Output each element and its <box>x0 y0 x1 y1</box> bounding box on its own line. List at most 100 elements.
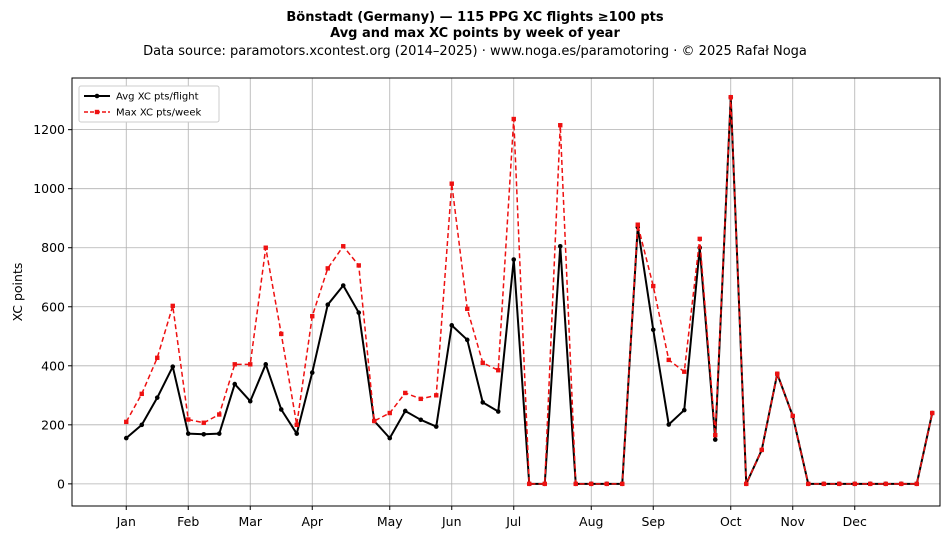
x-tick-label: Jul <box>505 514 521 529</box>
data-point-max <box>914 481 919 487</box>
grid <box>72 78 940 506</box>
legend: Avg XC pts/flight Max XC pts/week <box>78 85 220 123</box>
data-point-max <box>418 396 423 402</box>
x-tick-label: Oct <box>720 514 742 529</box>
x-tick-label: Aug <box>579 514 603 529</box>
legend-marker-avg <box>94 93 100 99</box>
data-point-max <box>713 432 718 438</box>
data-point-max <box>372 418 377 424</box>
data-point-avg <box>712 437 718 442</box>
data-point-max <box>744 481 749 487</box>
data-point-max <box>449 181 454 186</box>
y-tick-label: 400 <box>41 358 65 373</box>
data-point-max <box>186 417 191 422</box>
x-axis: Jan Feb Mar Apr May Jun Jul Aug Sep Oct Nov Dec <box>116 506 867 529</box>
data-point-avg <box>232 381 238 387</box>
data-point-max <box>604 481 609 487</box>
data-point-max <box>527 481 532 487</box>
data-point-max <box>666 357 671 363</box>
data-point-max <box>496 368 501 373</box>
data-point-avg <box>495 409 501 414</box>
x-tick-label: Feb <box>177 514 199 529</box>
data-point-max <box>790 413 795 419</box>
y-tick-label: 1000 <box>33 181 65 196</box>
x-tick-label: Sep <box>641 514 665 529</box>
data-point-max <box>511 116 516 122</box>
data-point-max <box>465 306 470 312</box>
x-tick-label: May <box>377 514 403 529</box>
series-line-max <box>125 96 933 485</box>
data-point-avg <box>247 398 253 404</box>
data-point-max <box>558 123 563 128</box>
data-point-max <box>728 94 733 100</box>
data-point-max <box>294 422 299 428</box>
data-point-max <box>325 266 330 271</box>
data-point-avg <box>464 337 470 343</box>
data-point-avg <box>480 400 486 405</box>
data-point-max <box>279 331 284 337</box>
x-tick-label: Apr <box>301 514 323 529</box>
data-point-avg <box>154 395 160 400</box>
series-line-avg <box>125 96 934 485</box>
data-point-avg <box>294 431 300 436</box>
data-point-max <box>139 391 144 397</box>
data-point-avg <box>201 431 207 437</box>
y-tick-label: 800 <box>41 240 65 255</box>
data-point-avg <box>402 408 408 414</box>
legend-box <box>78 85 220 123</box>
chart-subtitle: Data source: paramotors.xcontest.org (20… <box>143 44 807 59</box>
data-point-avg <box>216 431 222 436</box>
data-point-max <box>837 481 842 487</box>
data-point-max <box>651 283 656 289</box>
data-point-max <box>542 481 547 487</box>
data-point-avg <box>666 422 672 427</box>
data-point-max <box>480 360 485 366</box>
data-point-avg <box>557 243 563 249</box>
data-point-avg <box>418 417 424 423</box>
plot-area-frame <box>71 77 941 507</box>
data-point-avg <box>449 323 455 328</box>
data-point-avg <box>511 257 517 262</box>
data-point-max <box>201 420 206 425</box>
data-point-avg <box>340 283 346 288</box>
data-point-max <box>775 371 780 376</box>
data-point-max <box>170 303 175 309</box>
data-point-avg <box>650 327 656 333</box>
data-point-max <box>310 314 315 319</box>
data-point-max <box>387 410 392 416</box>
x-tick-label: Mar <box>238 514 262 529</box>
x-tick-label: Dec <box>843 514 867 529</box>
data-point-max <box>682 369 687 374</box>
data-point-avg <box>356 310 362 315</box>
data-point-max <box>821 481 826 487</box>
data-point-max <box>573 481 578 487</box>
y-tick-label: 200 <box>41 417 65 432</box>
data-point-avg <box>278 407 284 412</box>
legend-marker-max <box>94 109 100 115</box>
data-point-max <box>930 410 935 416</box>
chart-title-line2: Avg and max XC points by week of year <box>330 26 620 41</box>
y-axis-label: XC points <box>10 263 25 322</box>
data-point-avg <box>185 431 191 436</box>
y-tick-label: 1200 <box>33 122 65 137</box>
data-point-max <box>124 419 129 425</box>
data-point-avg <box>170 364 176 369</box>
data-point-avg <box>123 435 129 441</box>
x-tick-label: Nov <box>781 514 806 529</box>
data-point-avg <box>433 424 439 429</box>
data-point-max <box>868 481 873 487</box>
data-point-avg <box>263 362 269 367</box>
data-point-avg <box>387 435 393 441</box>
data-point-avg <box>325 302 331 307</box>
data-point-max <box>403 390 408 396</box>
series-layer <box>123 94 935 487</box>
data-point-max <box>620 481 625 487</box>
data-point-max <box>232 362 237 367</box>
data-point-max <box>248 362 253 367</box>
y-axis: 0 200 400 600 800 1000 1200 <box>33 122 72 491</box>
data-point-max <box>806 481 811 487</box>
data-point-avg <box>309 370 315 375</box>
y-tick-label: 600 <box>41 299 65 314</box>
data-point-avg <box>681 407 687 413</box>
